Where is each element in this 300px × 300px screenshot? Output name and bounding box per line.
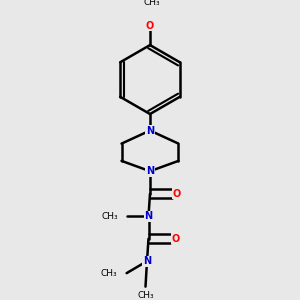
Text: O: O — [171, 234, 180, 244]
Text: O: O — [173, 189, 181, 199]
Text: CH₃: CH₃ — [137, 291, 154, 300]
Text: O: O — [146, 21, 154, 31]
Text: CH₃: CH₃ — [143, 0, 160, 7]
Text: CH₃: CH₃ — [101, 269, 118, 278]
Text: N: N — [143, 256, 151, 266]
Text: N: N — [146, 125, 154, 136]
Text: N: N — [146, 166, 154, 176]
Text: N: N — [144, 211, 153, 221]
Text: CH₃: CH₃ — [101, 212, 118, 221]
